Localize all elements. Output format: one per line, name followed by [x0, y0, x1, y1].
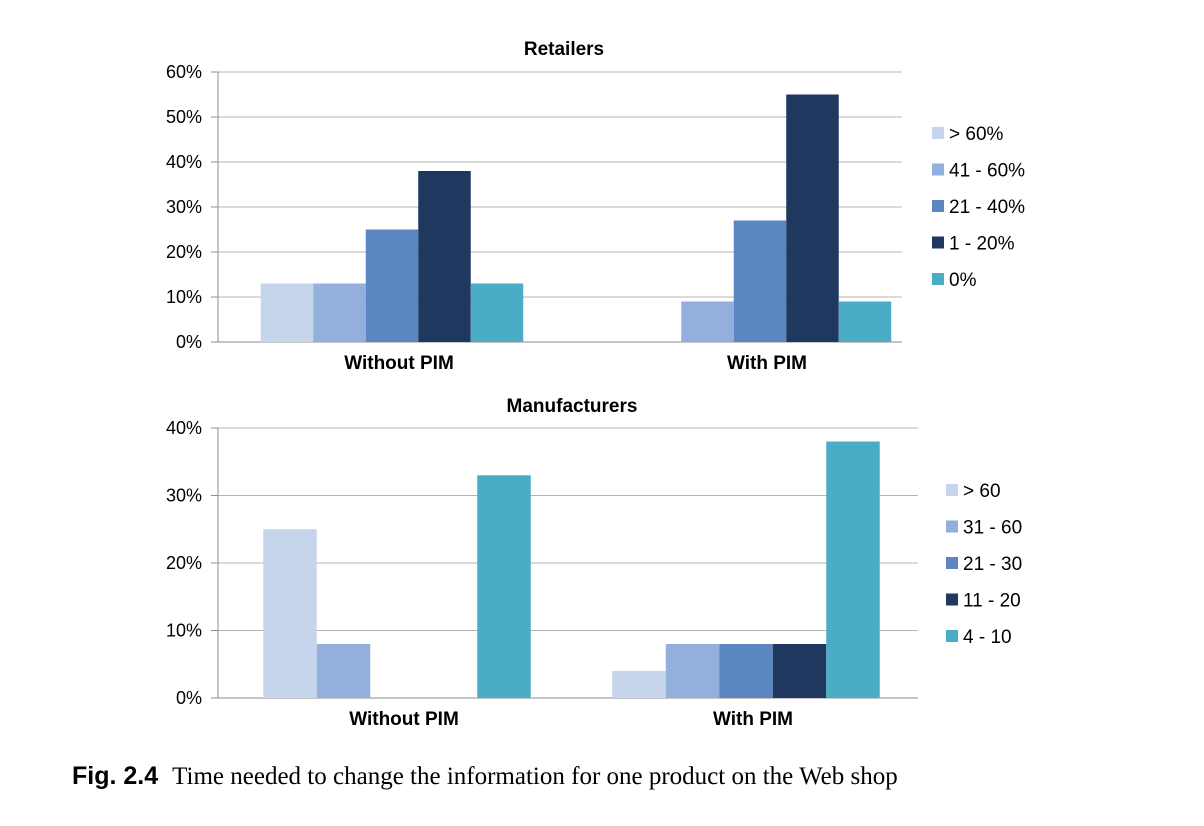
manufacturers-legend-label-2: 21 - 30 — [963, 554, 1022, 575]
retailers-bar-0-3 — [418, 171, 471, 342]
manufacturers-bar-1-3 — [772, 644, 827, 698]
retailers-bar-0-4 — [470, 283, 524, 342]
manufacturers-legend-swatch-4 — [946, 630, 958, 642]
retailers-x-tick-label: With PIM — [727, 353, 807, 374]
manufacturers-bar-0-4 — [477, 475, 531, 698]
figure-caption: Fig. 2.4 Time needed to change the inform… — [72, 762, 1192, 791]
manufacturers-x-tick-label: Without PIM — [349, 709, 459, 730]
manufacturers-y-tick-label: 30% — [166, 486, 202, 506]
figure-caption-label: Fig. 2.4 — [72, 762, 159, 790]
retailers-legend-label-4: 0% — [949, 270, 977, 291]
manufacturers-y-tick-label: 20% — [166, 553, 202, 573]
manufacturers-bar-0-1 — [316, 644, 371, 698]
retailers-y-tick-label: 0% — [176, 332, 202, 352]
retailers-bar-0-1 — [313, 283, 366, 342]
manufacturers-chart-title: Manufacturers — [507, 396, 638, 417]
manufacturers-y-tick-label: 40% — [166, 418, 202, 438]
manufacturers-legend-label-1: 31 - 60 — [963, 518, 1022, 539]
manufacturers-legend-swatch-3 — [946, 593, 958, 606]
retailers-y-tick-label: 20% — [166, 242, 202, 262]
manufacturers-legend-label-3: 11 - 20 — [963, 591, 1021, 612]
retailers-legend-label-0: > 60% — [949, 124, 1004, 145]
retailers-legend-swatch-1 — [932, 163, 944, 176]
figure-caption-text: Time needed to change the information fo… — [172, 763, 898, 790]
retailers-legend-swatch-3 — [932, 236, 944, 249]
manufacturers-legend-swatch-0 — [946, 484, 958, 496]
manufacturers-y-tick-label: 10% — [166, 621, 202, 641]
retailers-bar-0-2 — [365, 229, 419, 342]
manufacturers-legend-label-4: 4 - 10 — [963, 627, 1012, 648]
figure-charts: Retailers 0% 10% 20% 30% 40% 50% 60% Without PIM… — [166, 39, 1025, 730]
manufacturers-bar-1-4 — [826, 441, 880, 698]
retailers-y-tick-label: 30% — [166, 197, 202, 217]
retailers-y-tick-label: 60% — [166, 62, 202, 82]
retailers-y-tick-label: 40% — [166, 152, 202, 172]
retailers-bar-1-1 — [681, 301, 734, 342]
retailers-legend-swatch-0 — [932, 127, 944, 139]
retailers-bar-0-0 — [260, 283, 314, 342]
retailers-x-tick-label: Without PIM — [344, 353, 454, 374]
manufacturers-legend-swatch-1 — [946, 520, 958, 533]
retailers-legend-swatch-2 — [932, 200, 944, 212]
manufacturers-x-tick-label: With PIM — [713, 709, 793, 730]
manufacturers-legend-label-0: > 60 — [963, 481, 1001, 502]
manufacturers-bar-1-0 — [612, 671, 666, 698]
retailers-y-tick-label: 10% — [166, 287, 202, 307]
manufacturers-bar-1-2 — [719, 644, 773, 698]
manufacturers-legend-swatch-2 — [946, 557, 958, 569]
retailers-legend-label-1: 41 - 60% — [949, 161, 1025, 182]
retailers-y-tick-label: 50% — [166, 107, 202, 127]
retailers-chart-title: Retailers — [524, 39, 604, 60]
manufacturers-bar-0-0 — [263, 529, 317, 698]
retailers-bar-1-3 — [786, 94, 839, 342]
retailers-bar-1-4 — [838, 301, 892, 342]
retailers-legend-label-3: 1 - 20% — [949, 234, 1015, 255]
manufacturers-bar-1-1 — [665, 644, 720, 698]
retailers-legend-label-2: 21 - 40% — [949, 197, 1025, 218]
manufacturers-y-tick-label: 0% — [176, 688, 202, 708]
retailers-legend-swatch-4 — [932, 273, 944, 285]
retailers-bar-1-2 — [733, 220, 787, 342]
